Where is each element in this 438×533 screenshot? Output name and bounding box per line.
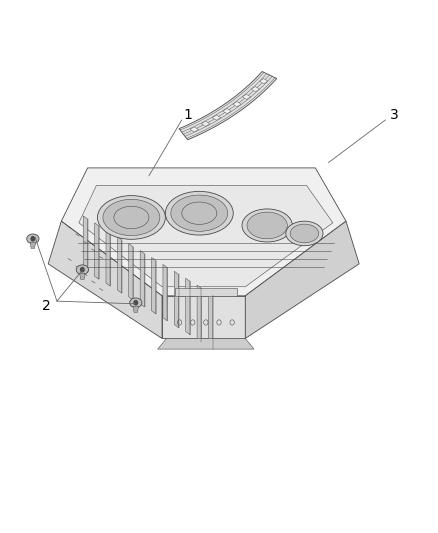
Circle shape [81,268,84,272]
Polygon shape [30,243,35,248]
Polygon shape [163,264,167,321]
Polygon shape [79,185,333,287]
Ellipse shape [166,191,233,235]
Polygon shape [106,230,110,286]
Polygon shape [259,78,268,84]
Polygon shape [233,102,241,107]
Polygon shape [80,273,85,279]
Polygon shape [117,237,122,293]
Polygon shape [197,285,201,342]
Polygon shape [175,288,237,296]
Ellipse shape [76,265,88,274]
Polygon shape [158,338,254,349]
Polygon shape [201,121,210,126]
Ellipse shape [130,298,142,308]
Ellipse shape [103,199,160,236]
Polygon shape [133,306,138,312]
Polygon shape [95,223,99,279]
Polygon shape [129,244,133,300]
Ellipse shape [286,221,323,246]
Polygon shape [83,216,88,272]
Polygon shape [152,257,156,314]
Ellipse shape [290,224,318,243]
Polygon shape [140,251,145,307]
Ellipse shape [171,195,228,231]
Text: 3: 3 [390,108,399,122]
Ellipse shape [97,196,166,239]
Text: 1: 1 [184,108,193,122]
Circle shape [31,237,35,241]
Polygon shape [179,71,277,140]
Polygon shape [190,127,198,132]
Ellipse shape [27,234,39,244]
Polygon shape [245,221,359,338]
Polygon shape [208,292,213,349]
Polygon shape [162,296,245,338]
Polygon shape [242,94,251,99]
Polygon shape [223,109,231,114]
Polygon shape [174,271,179,328]
Ellipse shape [247,212,287,239]
Polygon shape [61,168,346,296]
Text: 2: 2 [42,300,50,313]
Circle shape [134,301,138,305]
Polygon shape [212,115,221,120]
Polygon shape [48,221,162,338]
Polygon shape [251,86,260,92]
Polygon shape [186,278,190,335]
Ellipse shape [242,209,293,242]
